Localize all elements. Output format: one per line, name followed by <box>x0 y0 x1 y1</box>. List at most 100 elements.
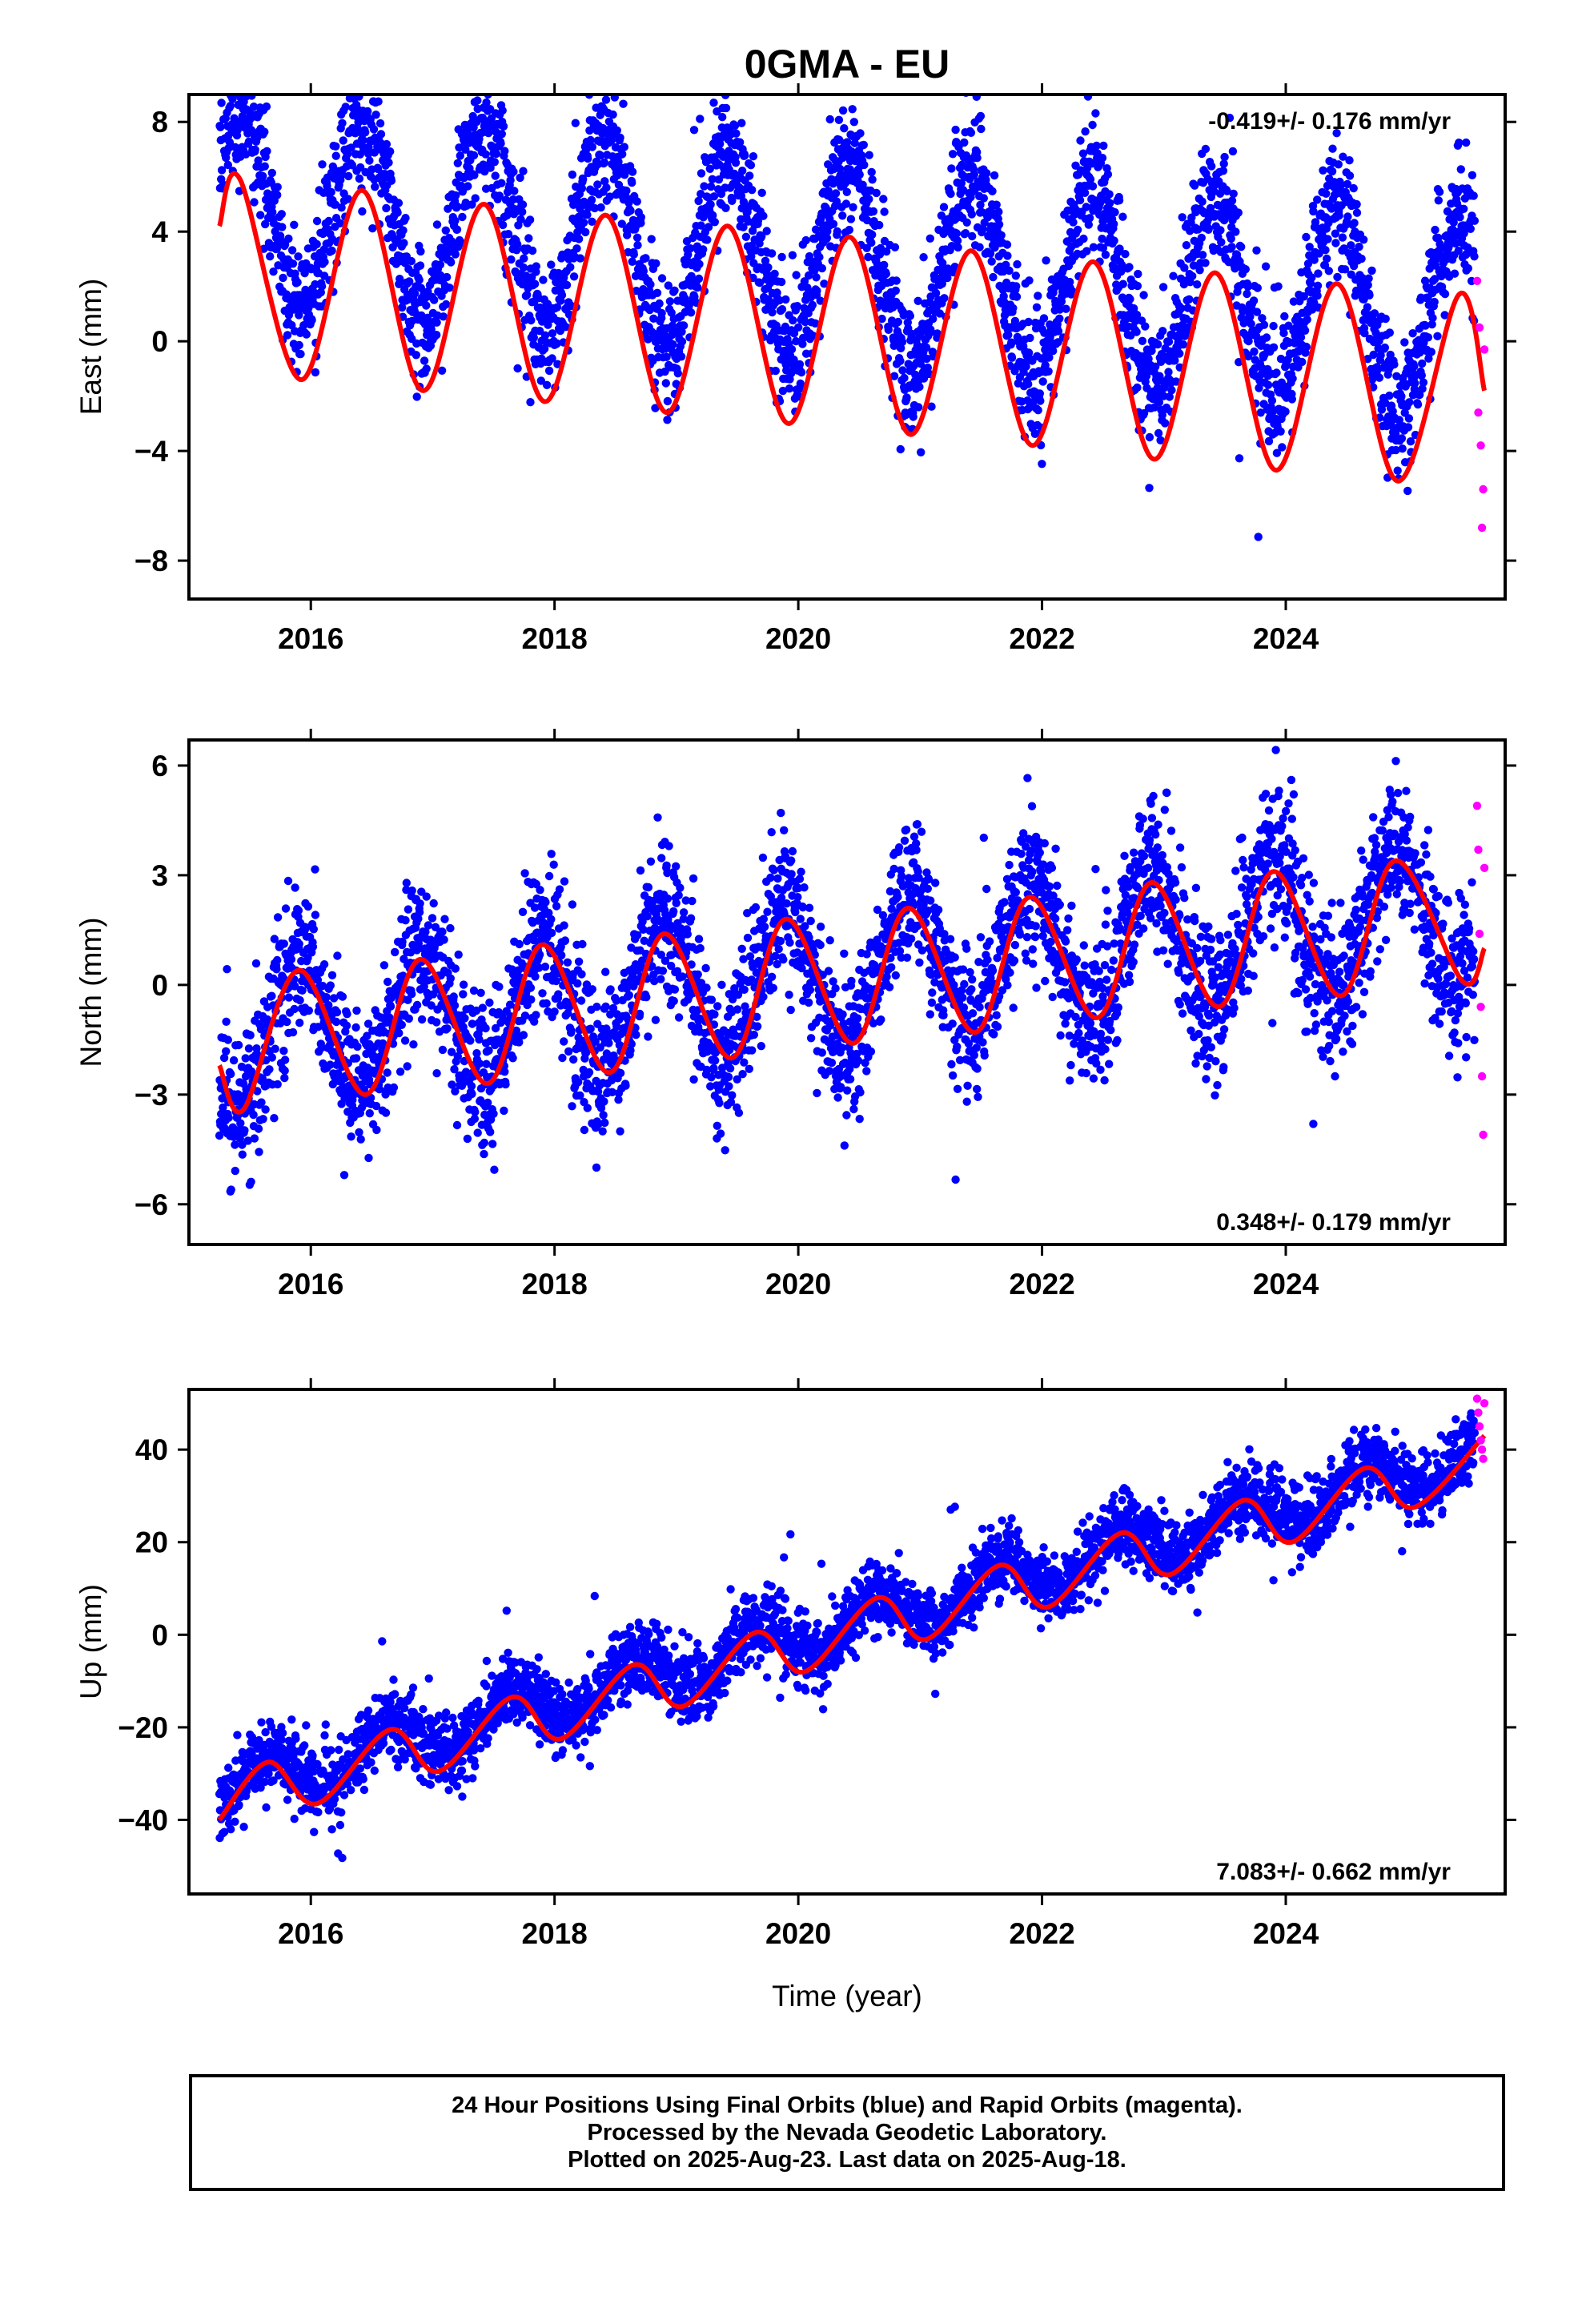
final-orbit-point <box>235 77 243 85</box>
final-orbit-point <box>548 354 556 363</box>
final-orbit-point <box>600 1097 608 1106</box>
final-orbit-point <box>452 191 460 200</box>
final-orbit-point <box>442 272 452 282</box>
final-orbit-point <box>540 344 549 353</box>
final-orbit-point <box>322 993 331 1002</box>
final-orbit-point <box>646 280 655 289</box>
final-orbit-point <box>1352 208 1362 217</box>
final-orbit-point <box>794 323 803 332</box>
final-orbit-point <box>789 316 797 325</box>
final-orbit-point <box>265 1065 274 1074</box>
final-orbit-point <box>298 986 307 995</box>
final-orbit-point <box>446 974 455 983</box>
final-orbit-point <box>1185 295 1194 304</box>
final-orbit-point <box>1310 255 1319 264</box>
final-orbit-point <box>919 253 928 262</box>
final-orbit-point <box>1132 328 1141 336</box>
final-orbit-point <box>469 1309 477 1317</box>
final-orbit-point <box>864 252 873 262</box>
final-orbit-point <box>1274 282 1283 291</box>
final-orbit-point <box>1193 280 1202 289</box>
final-orbit-point <box>662 352 671 361</box>
final-orbit-point <box>606 985 615 994</box>
final-orbit-point <box>475 1059 484 1068</box>
final-orbit-point <box>412 392 421 401</box>
final-orbit-point <box>1417 371 1427 380</box>
final-orbit-point <box>947 242 957 251</box>
final-orbit-point <box>473 1128 482 1137</box>
final-orbit-point <box>1039 314 1049 323</box>
rapid-orbit-point <box>1476 441 1485 450</box>
final-orbit-point <box>1357 254 1366 263</box>
final-orbit-point <box>291 982 299 991</box>
final-orbit-point <box>501 1080 510 1089</box>
final-orbit-point <box>609 1051 618 1060</box>
final-orbit-point <box>448 1080 456 1089</box>
final-orbit-point <box>404 905 413 914</box>
final-orbit-point <box>616 1068 625 1078</box>
final-orbit-point <box>813 287 821 296</box>
final-orbit-point <box>342 1021 351 1031</box>
final-orbit-point <box>1376 351 1385 360</box>
final-orbit-point <box>295 995 304 1005</box>
final-orbit-point <box>1115 244 1124 253</box>
final-orbit-point <box>385 1013 394 1022</box>
final-orbit-point <box>1279 328 1288 338</box>
final-orbit-point <box>759 211 768 220</box>
final-orbit-point <box>647 235 656 243</box>
final-orbit-point <box>1154 428 1163 438</box>
final-orbit-point <box>544 908 553 918</box>
final-orbit-point <box>902 393 911 402</box>
final-orbit-point <box>1084 220 1094 229</box>
final-orbit-point <box>976 111 986 121</box>
final-orbit-point <box>1419 378 1428 387</box>
final-orbit-point <box>739 197 749 207</box>
final-orbit-point <box>709 211 717 220</box>
final-orbit-point <box>312 239 321 249</box>
final-orbit-point <box>777 252 786 262</box>
final-orbit-point <box>623 231 632 239</box>
final-orbit-point <box>318 981 327 991</box>
final-orbit-point <box>260 162 269 171</box>
final-orbit-point <box>535 950 544 959</box>
final-orbit-point <box>628 167 637 176</box>
final-orbit-point <box>994 220 1004 229</box>
final-orbit-point <box>1303 315 1311 324</box>
final-orbit-point <box>480 1149 488 1159</box>
final-orbit-point <box>236 45 244 53</box>
final-orbit-point <box>1272 448 1282 457</box>
final-orbit-point <box>798 340 807 348</box>
final-orbit-point <box>741 151 749 160</box>
final-orbit-point <box>396 1068 405 1076</box>
final-orbit-point <box>436 260 445 269</box>
final-orbit-point <box>905 312 915 320</box>
final-orbit-point <box>272 965 281 974</box>
final-orbit-point <box>608 1088 616 1097</box>
final-orbit-point <box>217 99 226 107</box>
final-orbit-point <box>704 223 713 231</box>
final-orbit-point <box>1228 147 1238 156</box>
final-orbit-point <box>822 234 832 243</box>
final-orbit-point <box>466 1036 475 1045</box>
final-orbit-point <box>485 998 494 1007</box>
final-orbit-point <box>1082 203 1091 211</box>
final-orbit-point <box>1249 296 1259 305</box>
final-orbit-point <box>222 1047 231 1056</box>
final-orbit-point <box>399 226 408 235</box>
final-orbit-point <box>231 58 239 66</box>
final-orbit-point <box>273 913 283 922</box>
final-orbit-point <box>476 21 484 29</box>
final-orbit-point <box>573 979 582 988</box>
final-orbit-point <box>579 175 588 184</box>
final-orbit-point <box>339 67 347 75</box>
final-orbit-point <box>250 1134 259 1143</box>
final-orbit-point <box>730 121 740 130</box>
final-orbit-point <box>254 156 263 165</box>
final-orbit-point <box>379 961 389 970</box>
final-orbit-point <box>628 178 636 187</box>
final-orbit-point <box>601 1002 610 1011</box>
final-orbit-point <box>1098 243 1108 252</box>
final-orbit-point <box>1088 120 1097 130</box>
final-orbit-point <box>437 366 447 375</box>
